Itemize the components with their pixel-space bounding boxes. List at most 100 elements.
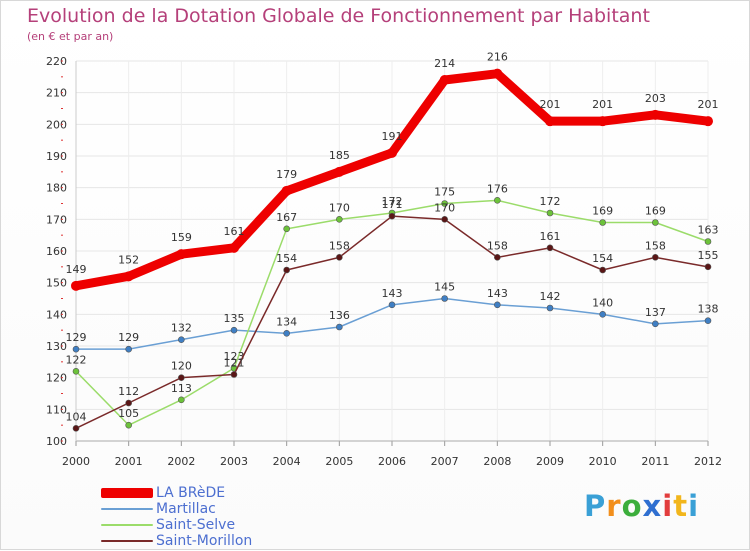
data-point-martillac xyxy=(652,320,659,328)
data-label-saint-morillon: 158 xyxy=(329,239,350,252)
data-label-saint-selve: 175 xyxy=(434,186,455,199)
data-point-saint-selve xyxy=(72,368,80,375)
data-label-martillac: 132 xyxy=(171,322,192,335)
data-label-la-br-de: 161 xyxy=(224,225,245,238)
logo-letter: i xyxy=(688,489,700,523)
data-point-martillac xyxy=(230,326,238,334)
data-point-martillac xyxy=(336,323,343,331)
data-point-la-br-de xyxy=(334,166,345,177)
data-point-saint-selve xyxy=(599,219,606,226)
data-label-martillac: 140 xyxy=(592,296,613,309)
data-label-saint-selve: 163 xyxy=(698,224,719,237)
data-point-martillac xyxy=(546,304,554,312)
logo-letter: t xyxy=(673,489,689,523)
legend-swatch-saint-morillon xyxy=(101,540,153,542)
data-label-martillac: 134 xyxy=(276,315,297,328)
data-label-saint-selve: 122 xyxy=(66,353,87,366)
data-label-la-br-de: 179 xyxy=(276,168,297,181)
legend-swatch-martillac xyxy=(101,508,153,510)
data-point-martillac xyxy=(494,301,501,309)
data-label-martillac: 137 xyxy=(645,306,666,319)
legend-label-la-brede: LA BRèDE xyxy=(156,485,226,501)
data-point-la-br-de xyxy=(387,147,397,158)
data-label-saint-morillon: 158 xyxy=(487,239,508,252)
data-point-saint-morillon xyxy=(494,254,501,261)
data-point-la-br-de xyxy=(439,75,450,85)
data-label-saint-selve: 170 xyxy=(329,201,350,214)
logo-letter: i xyxy=(662,489,674,523)
x-tick-label: 2004 xyxy=(273,455,301,468)
data-label-la-br-de: 203 xyxy=(645,92,666,105)
data-point-la-br-de xyxy=(281,185,292,196)
data-point-la-br-de xyxy=(492,68,503,79)
data-point-la-br-de xyxy=(545,116,555,127)
data-label-saint-selve: 176 xyxy=(487,182,508,195)
legend-label-saint-morillon: Saint-Morillon xyxy=(156,533,253,549)
y-tick-label: 180 xyxy=(46,182,67,195)
legend-label-saint-selve: Saint-Selve xyxy=(156,517,236,533)
data-point-la-br-de xyxy=(650,109,661,120)
data-label-martillac: 136 xyxy=(329,309,350,322)
data-label-saint-selve: 169 xyxy=(645,205,666,218)
logo-letter: P xyxy=(584,489,607,523)
y-tick-label: 100 xyxy=(46,435,67,448)
data-point-saint-morillon xyxy=(704,263,712,271)
data-label-saint-selve: 123 xyxy=(224,350,245,363)
y-tick-label: 220 xyxy=(46,55,67,68)
data-label-saint-morillon: 104 xyxy=(66,410,87,423)
x-tick-label: 2005 xyxy=(325,455,353,468)
data-label-saint-morillon: 171 xyxy=(382,198,403,211)
data-point-la-br-de xyxy=(123,271,134,282)
proxiti-logo: Proxiti xyxy=(584,489,699,523)
data-point-saint-morillon xyxy=(652,254,659,261)
logo-letter: x xyxy=(642,489,663,523)
data-point-la-br-de xyxy=(71,280,81,291)
data-label-la-br-de: 191 xyxy=(382,130,403,143)
data-point-martillac xyxy=(599,311,606,318)
data-label-saint-morillon: 158 xyxy=(645,239,666,252)
x-tick-label: 2002 xyxy=(167,455,195,468)
data-point-la-br-de xyxy=(229,242,239,253)
data-point-saint-morillon xyxy=(599,266,606,274)
data-point-martillac xyxy=(283,330,290,337)
data-point-saint-selve xyxy=(178,396,185,404)
data-point-saint-morillon xyxy=(72,425,80,432)
data-label-saint-selve: 169 xyxy=(592,205,613,218)
data-point-martillac xyxy=(704,317,712,324)
data-point-martillac xyxy=(178,336,185,343)
x-tick-label: 2007 xyxy=(431,455,459,468)
legend-swatch-la-brede xyxy=(101,488,153,498)
data-point-saint-selve xyxy=(125,421,132,429)
data-point-saint-morillon xyxy=(230,371,238,378)
data-label-la-br-de: 159 xyxy=(171,231,192,244)
data-label-saint-morillon: 154 xyxy=(276,252,297,265)
data-point-saint-morillon xyxy=(388,212,396,220)
data-point-la-br-de xyxy=(597,116,608,127)
y-tick-label: 150 xyxy=(46,277,67,290)
data-label-la-br-de: 185 xyxy=(329,149,350,162)
data-label-saint-selve: 105 xyxy=(118,407,139,420)
data-point-saint-selve xyxy=(652,219,659,226)
x-tick-label: 2010 xyxy=(589,455,617,468)
data-label-saint-selve: 113 xyxy=(171,382,192,395)
data-point-martillac xyxy=(125,345,132,353)
y-tick-label: 210 xyxy=(46,87,67,100)
data-point-saint-morillon xyxy=(336,254,343,261)
data-label-saint-selve: 172 xyxy=(540,195,561,208)
logo-letter: o xyxy=(621,489,643,523)
x-tick-label: 2011 xyxy=(641,455,669,468)
x-tick-label: 2000 xyxy=(62,455,90,468)
x-tick-label: 2012 xyxy=(694,455,722,468)
x-tick-label: 2008 xyxy=(483,455,511,468)
y-tick-label: 160 xyxy=(46,245,67,258)
y-tick-label: 120 xyxy=(46,372,67,385)
data-point-saint-selve xyxy=(336,216,343,223)
y-tick-label: 130 xyxy=(46,340,67,353)
x-tick-label: 2003 xyxy=(220,455,248,468)
data-label-martillac: 145 xyxy=(434,281,455,294)
data-point-la-br-de xyxy=(176,249,187,260)
data-label-saint-morillon: 161 xyxy=(540,230,561,243)
data-label-saint-selve: 172 xyxy=(382,195,403,208)
data-point-saint-selve xyxy=(494,197,501,204)
